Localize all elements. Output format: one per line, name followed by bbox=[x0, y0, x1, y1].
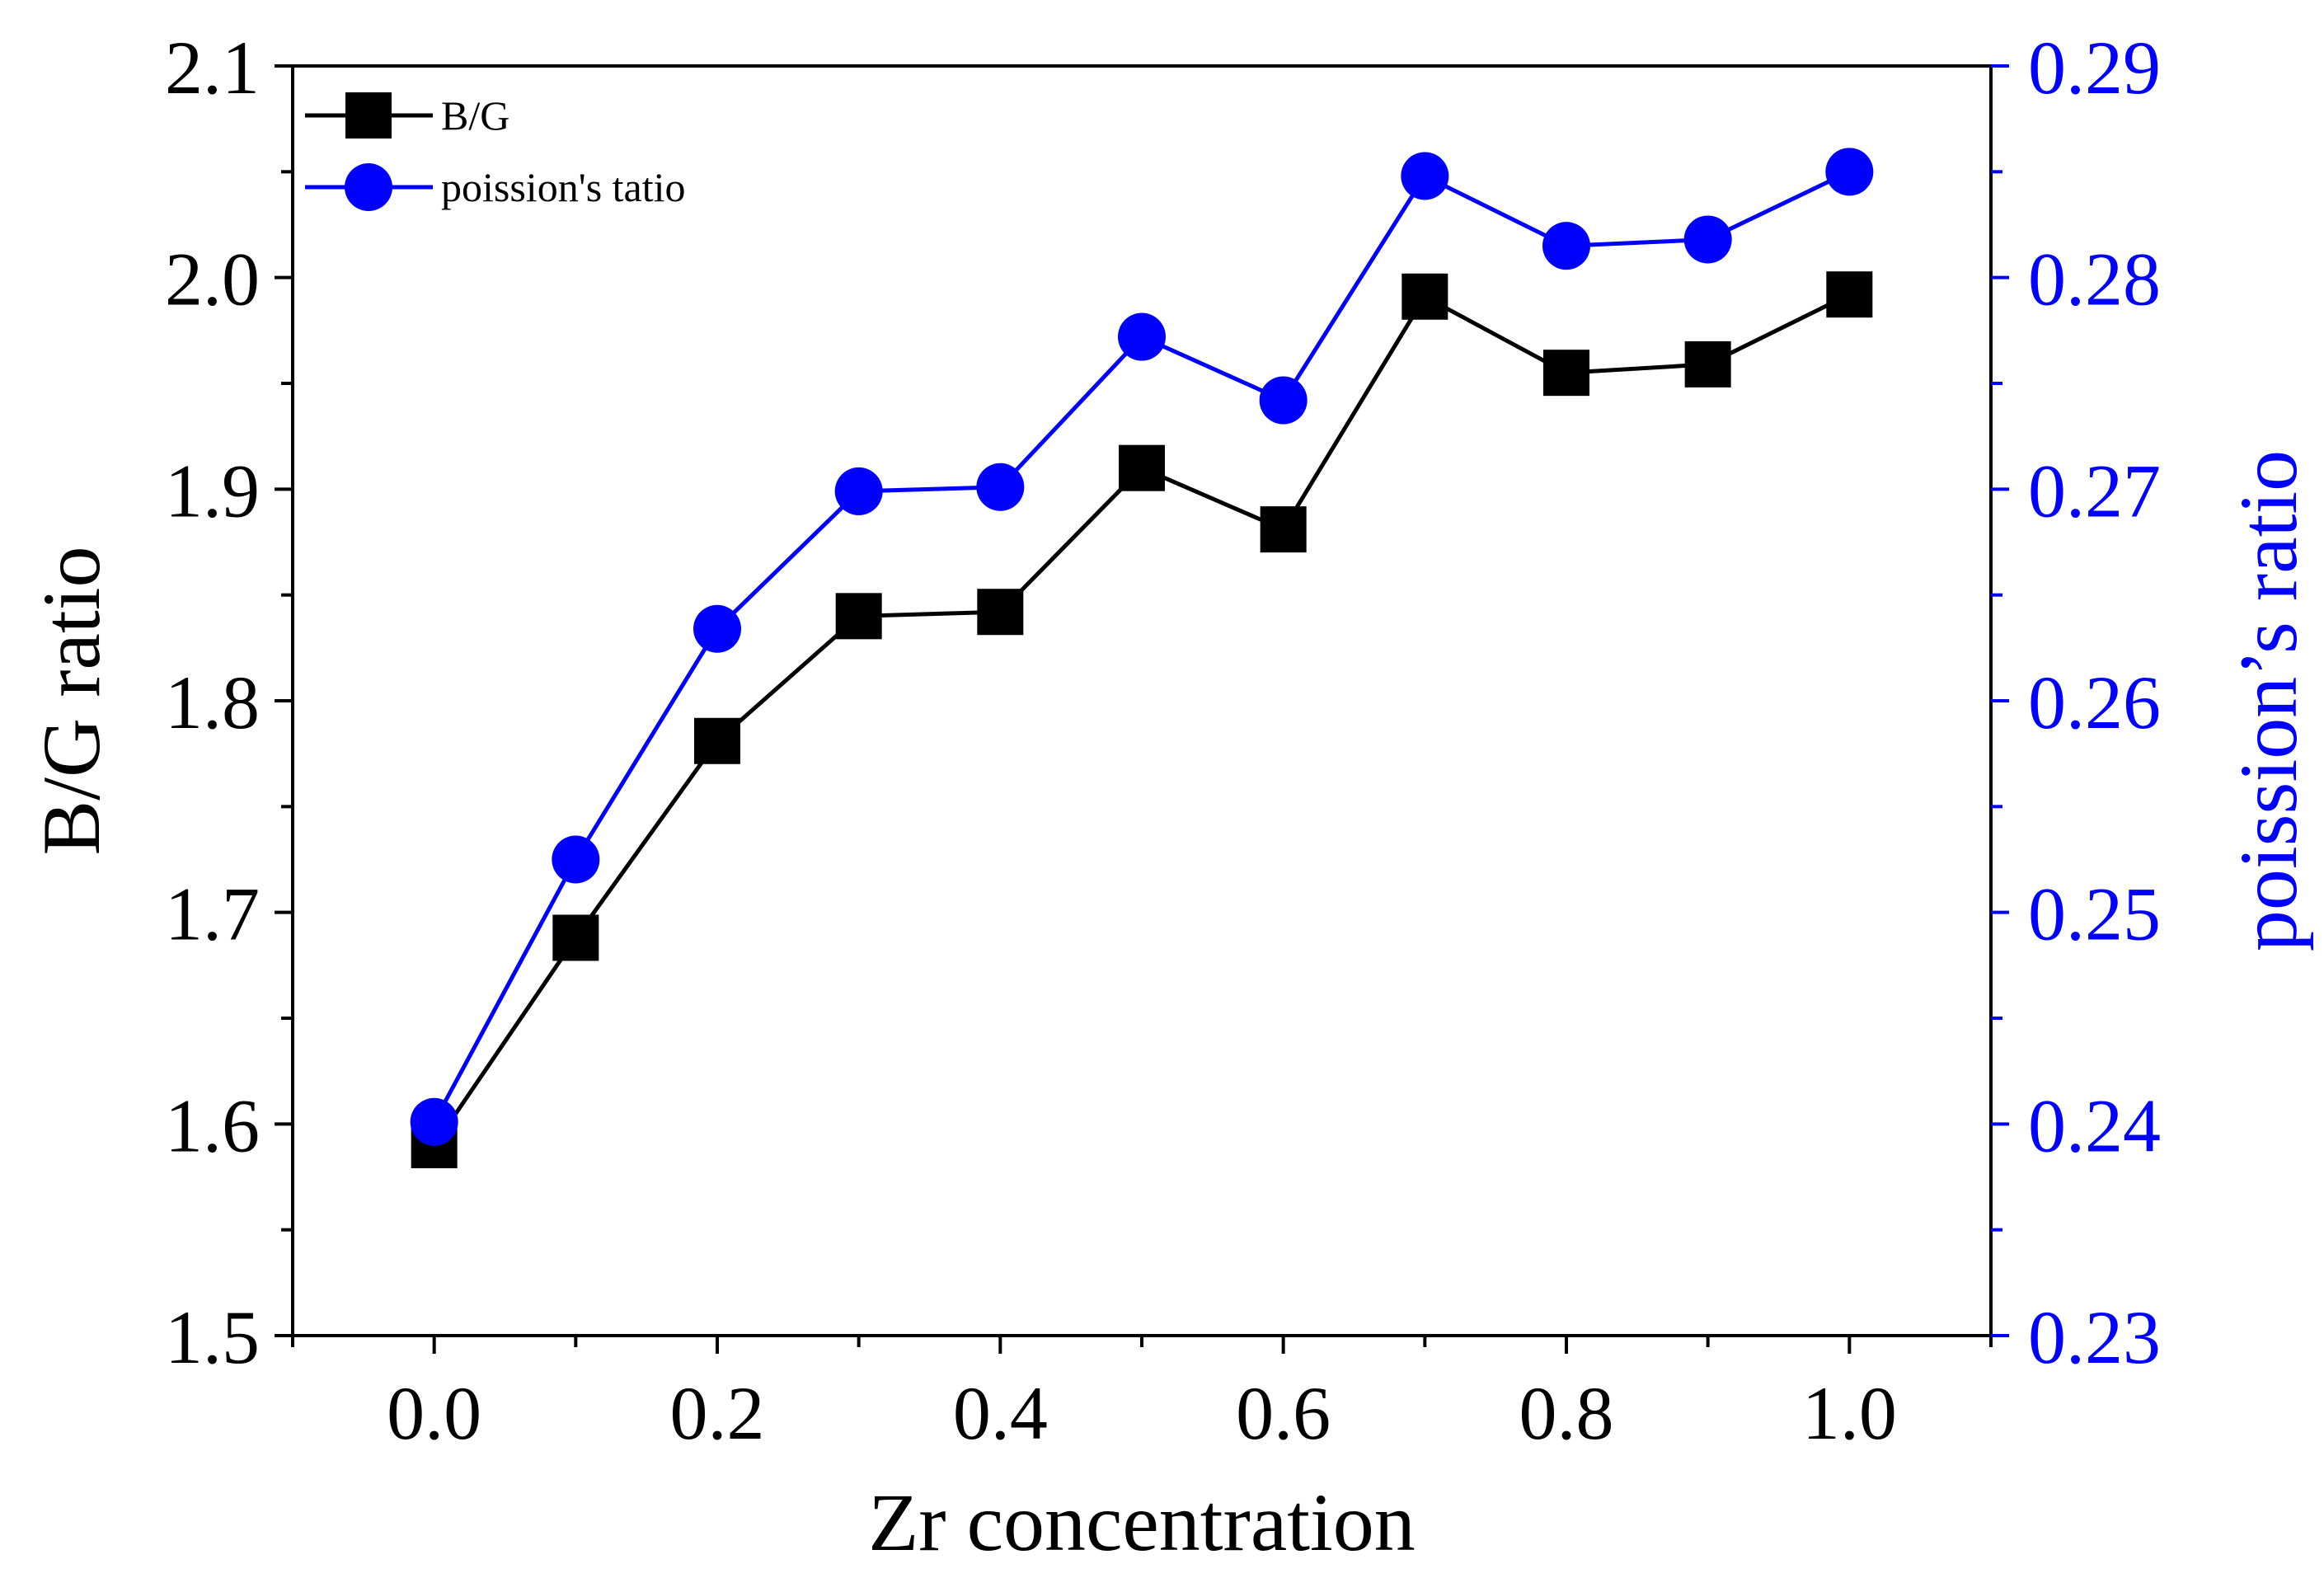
poisson-ratio-point bbox=[976, 463, 1025, 511]
poisson-ratio-point bbox=[1542, 222, 1590, 270]
poisson-ratio-point bbox=[410, 1097, 458, 1146]
poisson-ratio-point bbox=[1118, 312, 1166, 361]
bg-ratio-point bbox=[1543, 350, 1589, 397]
y2-tick-label: 0.27 bbox=[2028, 449, 2161, 533]
y-tick-label: 1.9 bbox=[165, 449, 260, 533]
legend-square-marker bbox=[345, 92, 392, 139]
y-tick-label: 1.8 bbox=[165, 660, 260, 744]
poisson-ratio-point bbox=[1259, 376, 1308, 425]
legend: B/G poission's tatio bbox=[305, 92, 686, 211]
bg-ratio-point bbox=[1401, 273, 1448, 320]
y-axis-title: B/G ratio bbox=[26, 547, 117, 856]
y2-tick-label: 0.26 bbox=[2028, 660, 2161, 744]
x-tick-label: 0.0 bbox=[387, 1371, 481, 1455]
series-layer bbox=[410, 148, 1874, 1168]
bg-ratio-point bbox=[694, 717, 740, 764]
y2-tick-label: 0.23 bbox=[2028, 1295, 2161, 1379]
y2-tick-label: 0.24 bbox=[2028, 1083, 2161, 1167]
x-tick-label: 0.8 bbox=[1519, 1371, 1614, 1455]
poisson-ratio-point bbox=[834, 467, 883, 515]
x-tick-label: 1.0 bbox=[1802, 1371, 1897, 1455]
poisson-ratio-point bbox=[1401, 152, 1449, 200]
poisson-ratio-point bbox=[693, 604, 741, 653]
y-tick-label: 1.6 bbox=[165, 1083, 260, 1167]
legend-circle-marker bbox=[345, 163, 392, 211]
x-tick-label: 0.6 bbox=[1236, 1371, 1331, 1455]
axis-ticks: 0.0 0.2 0.4 0.6 0.8 1.0 1.5 1.6 1.7 1.8 1.9 2.0 2.1 0… bbox=[165, 26, 2161, 1455]
legend-label: poission's tatio bbox=[441, 164, 686, 210]
y2-axis-title: poission’s ratio bbox=[2223, 450, 2314, 951]
bg-ratio-point bbox=[835, 593, 882, 640]
x-tick-label: 0.2 bbox=[670, 1371, 765, 1455]
bg-ratio-point bbox=[552, 914, 599, 961]
y2-tick-label: 0.25 bbox=[2028, 872, 2161, 956]
bg-ratio-point bbox=[1684, 340, 1731, 387]
y-tick-label: 2.0 bbox=[165, 237, 260, 322]
poisson-ratio-point bbox=[1683, 215, 1732, 264]
bg-ratio-point bbox=[1826, 271, 1873, 318]
bg-ratio-point bbox=[977, 589, 1024, 636]
y-tick-label: 1.7 bbox=[165, 872, 260, 956]
bg-ratio-point bbox=[1260, 506, 1307, 553]
legend-label: B/G bbox=[441, 92, 509, 139]
y2-tick-label: 0.28 bbox=[2028, 237, 2161, 322]
y-tick-label: 1.5 bbox=[165, 1295, 260, 1379]
bg-ratio-point bbox=[1119, 444, 1165, 491]
x-axis-title: Zr concentration bbox=[868, 1477, 1416, 1568]
y-tick-label: 2.1 bbox=[165, 26, 260, 110]
x-tick-label: 0.4 bbox=[953, 1371, 1048, 1455]
poisson-ratio-point bbox=[552, 835, 600, 884]
poisson-ratio-point bbox=[1825, 148, 1874, 196]
y2-tick-label: 0.29 bbox=[2028, 26, 2161, 110]
